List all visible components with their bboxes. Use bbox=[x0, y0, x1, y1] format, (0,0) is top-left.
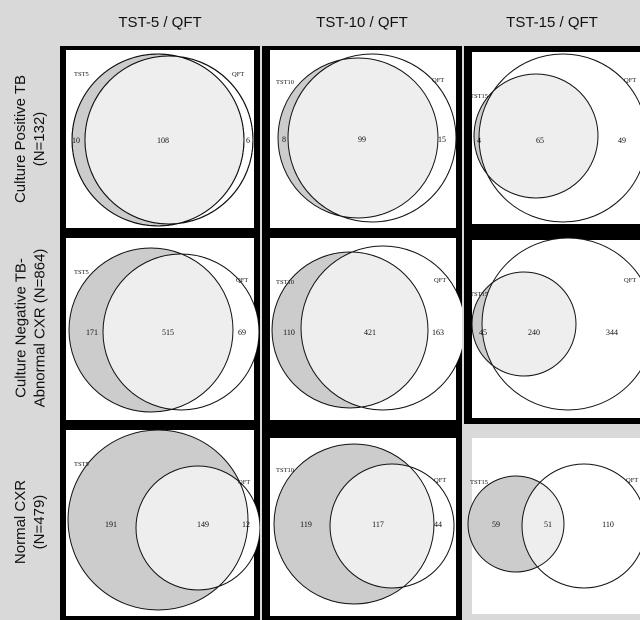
overlap-count: 240 bbox=[528, 328, 540, 337]
row-header-normal-cxr: Normal CXR (N=479) bbox=[0, 424, 60, 620]
tst-only-count: 45 bbox=[479, 328, 487, 337]
qft-only-count: 344 bbox=[606, 328, 618, 337]
overlap-count: 149 bbox=[197, 520, 209, 529]
column-header-tst15: TST-15 / QFT bbox=[506, 14, 598, 31]
qft-only-count: 44 bbox=[434, 520, 442, 529]
overlap-count: 117 bbox=[372, 520, 384, 529]
venn-cell-r3c1: TST5 QFT 191 149 12 bbox=[60, 424, 260, 620]
row-header-culture-negative: Culture Negative TB- Abnormal CXR (N=864) bbox=[0, 232, 60, 424]
qft-circle-label: QFT bbox=[626, 477, 638, 484]
venn-cell-r1c3: TST15 QFT 4 65 49 bbox=[464, 46, 640, 232]
qft-circle-label: QFT bbox=[432, 77, 444, 84]
qft-circle-label: QFT bbox=[434, 477, 446, 484]
venn-cell-r1c1: TST5 QFT 10 108 6 bbox=[60, 46, 260, 232]
venn-cell-r2c2: TST10 QFT 110 421 163 bbox=[262, 232, 462, 424]
overlap-count: 99 bbox=[358, 135, 366, 144]
venn-cell-r3c3: TST15 QFT 59 51 110 bbox=[464, 424, 640, 620]
row-label-line2: (N=132) bbox=[31, 111, 49, 167]
overlap-count: 51 bbox=[544, 520, 552, 529]
overlap-count: 108 bbox=[157, 136, 169, 145]
qft-only-count: 12 bbox=[242, 520, 250, 529]
overlap-count: 515 bbox=[162, 328, 174, 337]
tst-only-count: 119 bbox=[300, 520, 312, 529]
venn-cell-r3c2: TST10 QFT 119 117 44 bbox=[262, 424, 462, 620]
qft-circle-label: QFT bbox=[624, 77, 636, 84]
qft-circle-label: QFT bbox=[624, 277, 636, 284]
qft-only-count: 49 bbox=[618, 136, 626, 145]
overlap-count: 421 bbox=[364, 328, 376, 337]
column-header-tst5: TST-5 / QFT bbox=[118, 14, 202, 31]
venn-cell-r2c3: TST15 QFT 45 240 344 bbox=[464, 232, 640, 424]
tst-circle-label: TST15 bbox=[470, 479, 488, 486]
qft-only-count: 69 bbox=[238, 328, 246, 337]
row-label-line1: Normal CXR bbox=[12, 479, 29, 565]
tst-only-count: 191 bbox=[105, 520, 117, 529]
tst-only-count: 110 bbox=[283, 328, 295, 337]
tst-only-count: 59 bbox=[492, 520, 500, 529]
column-header-tst10: TST-10 / QFT bbox=[316, 14, 408, 31]
tst-circle-label: TST10 bbox=[276, 79, 294, 86]
overlap-count: 65 bbox=[536, 136, 544, 145]
row-label-line2: Abnormal CXR (N=864) bbox=[31, 248, 48, 408]
tst-only-count: 8 bbox=[282, 135, 286, 144]
tst-circle-label: TST10 bbox=[276, 279, 294, 286]
row-label-line1: Culture Negative TB- bbox=[12, 258, 29, 398]
venn-cell-r1c2: TST10 QFT 8 99 15 bbox=[262, 46, 462, 232]
tst-circle-label: TST15 bbox=[470, 93, 488, 100]
qft-only-count: 15 bbox=[438, 135, 446, 144]
qft-only-count: 6 bbox=[246, 136, 250, 145]
qft-circle-label: QFT bbox=[232, 71, 244, 78]
qft-only-count: 163 bbox=[432, 328, 444, 337]
qft-circle-label: QFT bbox=[434, 277, 446, 284]
tst-circle-label: TST15 bbox=[470, 291, 488, 298]
tst-only-count: 171 bbox=[86, 328, 98, 337]
venn-cell-r2c1: TST5 QFT 171 515 69 bbox=[60, 232, 260, 424]
qft-only-count: 110 bbox=[602, 520, 614, 529]
qft-circle-label: QFT bbox=[236, 277, 248, 284]
tst-circle-label: TST5 bbox=[74, 71, 89, 78]
tst-circle-label: TST10 bbox=[276, 467, 294, 474]
row-label-line2: (N=479) bbox=[31, 494, 48, 550]
tst-only-count: 4 bbox=[477, 136, 481, 145]
tst-circle-label: TST5 bbox=[74, 461, 89, 468]
tst-only-count: 10 bbox=[72, 136, 80, 145]
qft-circle-label: QFT bbox=[238, 479, 250, 486]
row-header-culture-positive: Culture Positive TB (N=132) bbox=[0, 46, 60, 232]
tst-circle-label: TST5 bbox=[74, 269, 89, 276]
row-label-line1: Culture Positive TB bbox=[12, 74, 30, 204]
